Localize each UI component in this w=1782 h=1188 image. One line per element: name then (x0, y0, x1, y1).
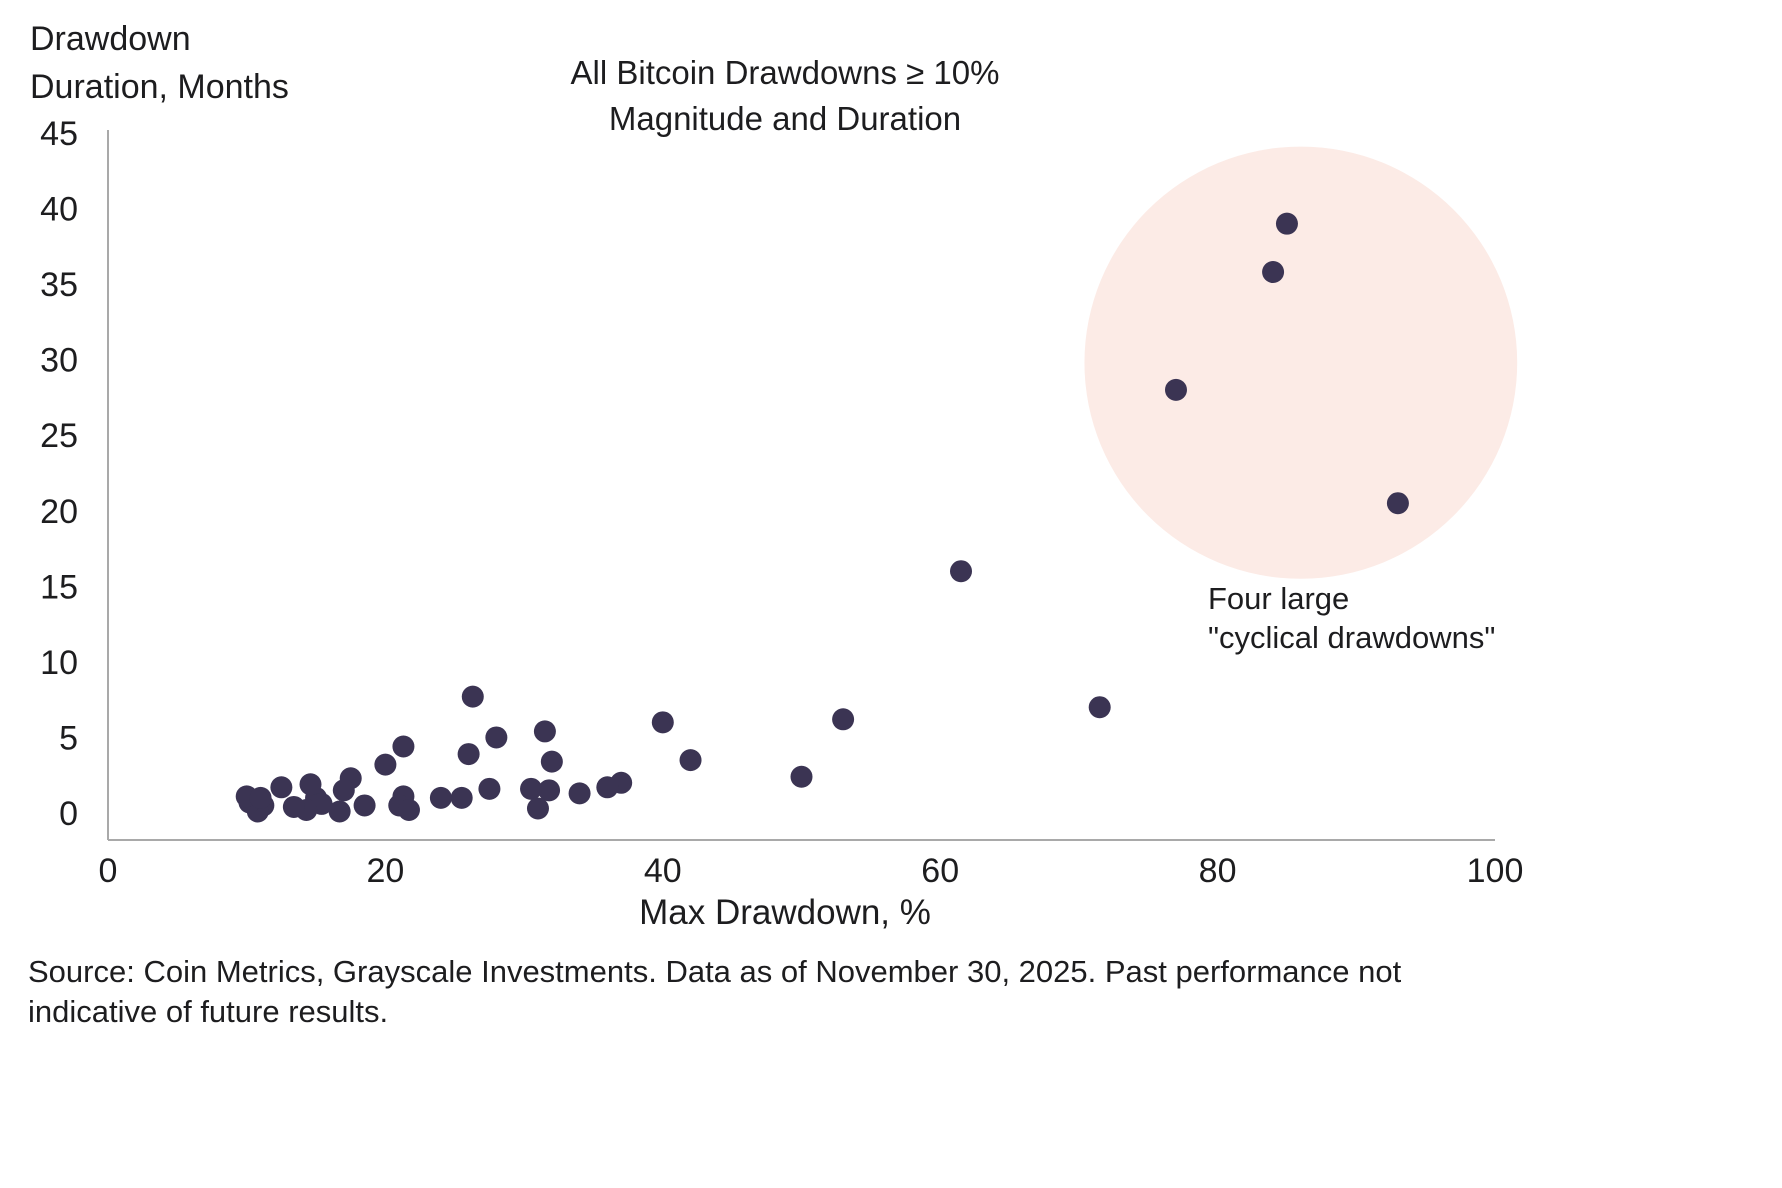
data-point (282, 795, 305, 818)
data-point (1164, 378, 1187, 401)
x-tick-label: 100 (1467, 852, 1524, 890)
data-point (429, 786, 452, 809)
y-axis-title-line1: Drawdown (30, 20, 191, 58)
data-point (392, 735, 415, 758)
data-point (461, 685, 484, 708)
highlight-annotation: Four large "cyclical drawdowns" (1208, 580, 1495, 658)
data-point (478, 777, 501, 800)
highlight-circle (1084, 146, 1518, 579)
data-point (1088, 696, 1111, 719)
y-tick-label: 20 (40, 493, 78, 531)
y-axis-title: Drawdown Duration, Months (30, 16, 289, 111)
y-tick-label: 45 (40, 115, 78, 153)
data-point (457, 743, 480, 766)
data-point (249, 786, 272, 809)
y-tick-label: 5 (59, 719, 78, 757)
y-tick-label: 10 (40, 644, 78, 682)
data-point (679, 749, 702, 772)
data-point (450, 786, 473, 809)
data-point (526, 797, 549, 820)
chart-title: All Bitcoin Drawdowns ≥ 10% Magnitude an… (571, 50, 1000, 142)
data-point (832, 708, 855, 731)
data-point (328, 800, 351, 823)
data-point (596, 776, 619, 799)
x-tick-label: 0 (99, 852, 118, 890)
data-point (485, 726, 508, 749)
data-point (332, 779, 355, 802)
x-tick-label: 40 (644, 852, 682, 890)
data-point (374, 753, 397, 776)
data-point (1386, 492, 1409, 515)
y-tick-label: 35 (40, 266, 78, 304)
y-tick-label: 15 (40, 568, 78, 606)
data-point (538, 779, 561, 802)
data-point (950, 560, 973, 583)
source-note: Source: Coin Metrics, Grayscale Investme… (28, 952, 1401, 1033)
y-tick-label: 40 (40, 191, 78, 229)
data-point (651, 711, 674, 734)
highlight-annotation-line1: Four large (1208, 581, 1350, 616)
x-tick-label: 20 (366, 852, 404, 890)
y-tick-label: 0 (59, 795, 78, 833)
x-axis-title: Max Drawdown, % (639, 893, 931, 932)
chart-title-line1: All Bitcoin Drawdowns ≥ 10% (570, 54, 1000, 91)
data-point (568, 782, 591, 805)
y-axis-title-line2: Duration, Months (30, 67, 289, 106)
source-note-line2: indicative of future results. (28, 994, 389, 1030)
x-tick-label: 60 (921, 852, 959, 890)
data-point (533, 720, 556, 743)
y-tick-label: 30 (40, 342, 78, 380)
x-tick-label: 80 (1199, 852, 1237, 890)
data-point (790, 765, 813, 788)
y-tick-label: 25 (40, 417, 78, 455)
data-point (540, 750, 563, 773)
data-point (520, 777, 543, 800)
data-point (299, 773, 322, 796)
data-point (1262, 261, 1285, 284)
data-point (353, 794, 376, 817)
data-point (270, 776, 293, 799)
highlight-annotation-line2: "cyclical drawdowns" (1208, 619, 1496, 655)
data-point (1275, 212, 1298, 235)
source-note-line1: Source: Coin Metrics, Grayscale Investme… (28, 954, 1402, 989)
data-point (397, 798, 420, 821)
chart-title-line2: Magnitude and Duration (608, 100, 962, 138)
